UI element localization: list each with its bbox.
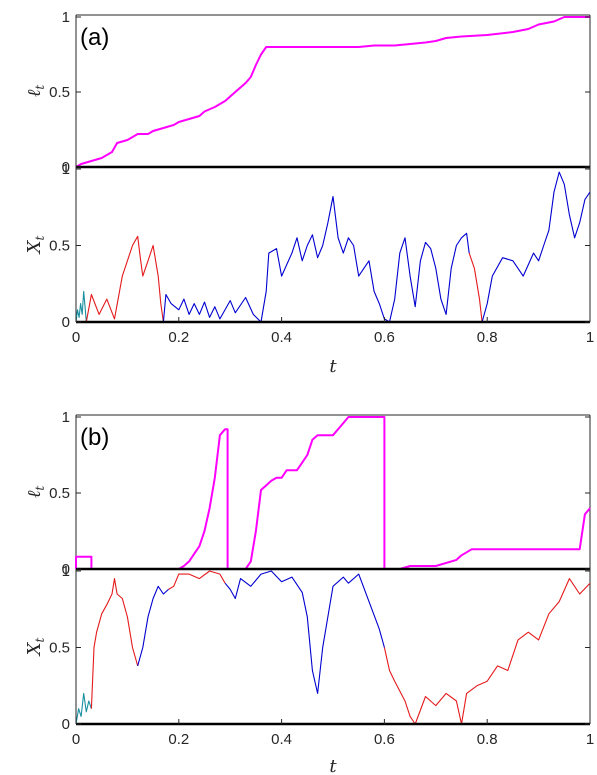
series-line <box>168 570 226 590</box>
y-tick-label: 0.5 <box>49 640 70 657</box>
y-tick-label: 0 <box>62 159 70 176</box>
series-line <box>481 171 591 323</box>
x-axis-label: t <box>329 756 337 775</box>
y-tick-label: 1 <box>62 409 70 426</box>
x-tick-label: 0.4 <box>271 731 292 748</box>
x-tick-label: 0 <box>72 731 80 748</box>
y-tick-label: 1 <box>62 9 70 26</box>
y-tick-label: 0.5 <box>49 84 70 101</box>
x-tick-label: 0.4 <box>271 329 292 346</box>
series-line <box>75 692 92 725</box>
x-axis-label: t <box>329 356 337 377</box>
x-tick-label: 0.6 <box>374 731 395 748</box>
y-tick-label: 0 <box>62 716 70 733</box>
series-line <box>90 578 139 709</box>
x-tick-label: 0.6 <box>374 329 395 346</box>
y-tick-label: 0 <box>62 314 70 331</box>
y-tick-label: 1 <box>62 563 70 580</box>
y-tick-label: 0.5 <box>49 238 70 255</box>
series-line <box>260 195 470 323</box>
series-line <box>75 290 87 323</box>
series-line <box>85 235 164 323</box>
y-axis-label: ℓt <box>24 486 47 499</box>
y-axis-label: Xt <box>24 638 47 658</box>
y-tick-label: 1 <box>62 161 70 178</box>
x-tick-label: 0.8 <box>477 731 498 748</box>
y-axis-label: Xt <box>24 236 47 256</box>
x-tick-label: 0.2 <box>168 329 189 346</box>
series-line <box>162 293 262 323</box>
series-line <box>468 252 483 323</box>
panel-label: (b) <box>80 424 109 451</box>
y-tick-label: 0 <box>62 561 70 578</box>
x-tick-label: 1 <box>586 329 594 346</box>
x-tick-label: 1 <box>586 731 594 748</box>
panel-label: (a) <box>80 24 109 51</box>
x-tick-label: 0.2 <box>168 731 189 748</box>
series-line <box>75 416 591 570</box>
y-axis-label-subscript: t <box>33 85 47 90</box>
series-line <box>224 570 385 694</box>
series-line <box>75 16 590 168</box>
y-tick-label: 0.5 <box>49 485 70 502</box>
series-line <box>383 578 591 725</box>
x-tick-label: 0 <box>72 329 80 346</box>
y-axis-label-subscript: t <box>33 236 47 241</box>
y-axis-label-subscript: t <box>33 638 47 643</box>
x-tick-label: 0.8 <box>477 329 498 346</box>
series-line <box>137 585 169 667</box>
y-axis-label-subscript: t <box>33 486 47 491</box>
y-axis-label: ℓt <box>24 85 47 98</box>
